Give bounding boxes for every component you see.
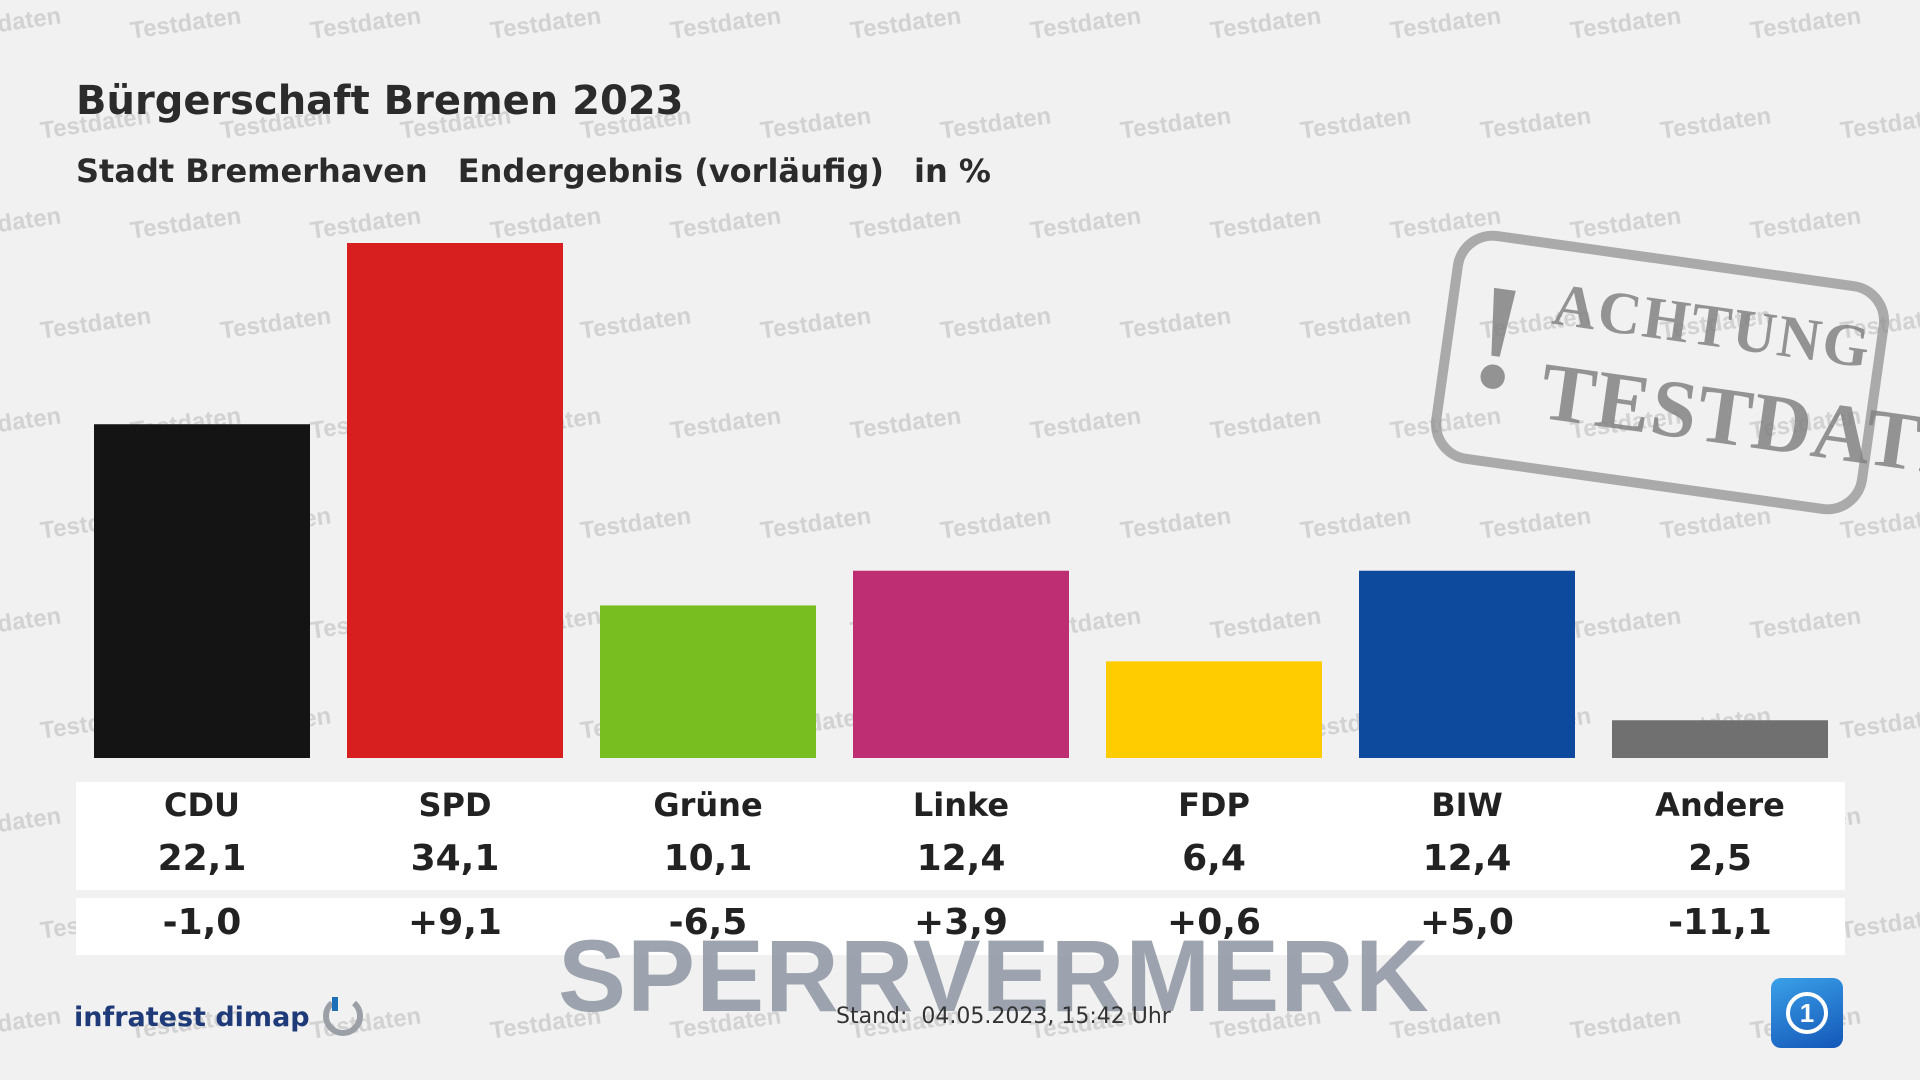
party-change-label: -1,0	[162, 902, 242, 943]
party-name: FDP	[1178, 786, 1250, 824]
party-name: BIW	[1431, 786, 1503, 824]
sperrvermerk-overlay: SPERRVERMERK	[558, 919, 1430, 1033]
bar-spd	[347, 243, 563, 758]
party-name: Andere	[1655, 786, 1785, 824]
party-value-label: 6,4	[1182, 838, 1246, 879]
bar-grne	[600, 605, 816, 758]
party-change-label: +3,9	[914, 902, 1008, 943]
party-name: CDU	[163, 786, 241, 824]
watermark-text: Testdaten	[0, 802, 63, 845]
party-change-label: -11,1	[1668, 902, 1772, 943]
watermark-text: Testdaten	[0, 1002, 63, 1045]
brand-name: infratest dimap	[74, 1001, 310, 1033]
bar-cdu	[94, 424, 310, 758]
bar-chart	[94, 243, 1828, 758]
party-value-label: 2,5	[1688, 838, 1752, 879]
ard-one-mark: 1	[1786, 992, 1828, 1034]
party-value-label: 34,1	[410, 838, 500, 879]
bar-biw	[1359, 570, 1575, 758]
results-row-background	[76, 782, 1845, 890]
changes-row-background	[76, 898, 1845, 955]
party-value-label: 12,4	[916, 838, 1006, 879]
watermark-text: Testdaten	[1568, 1002, 1683, 1045]
party-value-label: 12,4	[1422, 838, 1512, 879]
party-change-label: +9,1	[408, 902, 502, 943]
stamp-exclamation-icon: !	[1462, 251, 1535, 423]
ard-one-logo-icon: 1	[1771, 978, 1843, 1048]
infratest-dimap-logo-icon	[322, 997, 363, 1036]
stand-value: 04.05.2023, 15:42 Uhr	[921, 1004, 1171, 1029]
party-change-label: -6,5	[668, 902, 748, 943]
party-name: SPD	[418, 786, 492, 824]
subtitle-status: Endergebnis (vorläufig)	[457, 152, 885, 190]
bar-andere	[1612, 720, 1828, 758]
party-value-label: 22,1	[157, 838, 247, 879]
party-name: Linke	[912, 786, 1010, 824]
party-change-label: +5,0	[1420, 902, 1514, 943]
subtitle-area: Stadt Bremerhaven	[76, 152, 428, 190]
bar-linke	[853, 570, 1069, 758]
party-value-label: 10,1	[663, 838, 753, 879]
stand-label: Stand:	[836, 1004, 908, 1029]
party-change-label: +0,6	[1167, 902, 1261, 943]
bar-fdp	[1106, 661, 1322, 758]
chart-subtitle: Stadt Bremerhaven Endergebnis (vorläufig)…	[76, 152, 1021, 190]
watermark-text: Testdaten	[1838, 902, 1920, 945]
party-name: Grüne	[653, 786, 763, 824]
chart-title: Bürgerschaft Bremen 2023	[76, 78, 684, 124]
subtitle-unit: in %	[914, 152, 991, 190]
brand-infratest-dimap: infratest dimap	[74, 995, 366, 1039]
timestamp: Stand: 04.05.2023, 15:42 Uhr	[836, 1004, 1171, 1029]
